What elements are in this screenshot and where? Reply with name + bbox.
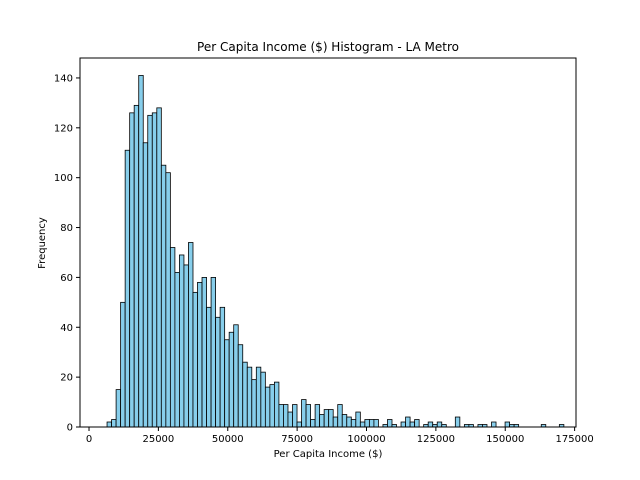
histogram-bar [174,272,180,428]
y-tick-label: 100 [54,173,73,184]
histogram-bar [296,421,302,428]
histogram-bar [160,164,167,428]
x-tick-label: 100000 [347,434,385,445]
histogram-bar [305,404,311,428]
histogram-bar [287,411,293,428]
y-tick-label: 140 [54,73,73,84]
histogram-bar [192,291,198,428]
histogram-bar [133,104,140,428]
y-tick-label: 0 [67,423,73,434]
y-tick-label: 120 [54,123,73,134]
histogram-bar [237,344,244,428]
histogram-bar [355,411,361,428]
histogram-bar [124,149,131,428]
plot-frame [79,57,577,428]
histogram-bar [323,409,330,428]
x-tick-label: 175000 [556,434,594,445]
y-tick-label: 40 [60,323,73,334]
histogram-bar [188,242,194,428]
histogram-bar [138,75,144,428]
histogram-bar [197,281,203,428]
histogram-bar [283,404,289,428]
x-axis-label: Per Capita Income ($) [274,449,383,460]
histogram-bar [219,306,226,428]
histogram-bar [368,419,375,428]
histogram-bar [210,277,217,428]
histogram-bar [359,421,366,428]
histogram-bar [278,404,284,428]
histogram-bar [120,301,126,428]
y-tick-label: 80 [60,223,73,234]
x-tick-label: 25000 [142,434,174,445]
histogram-bar [142,142,149,428]
chart-title: Per Capita Income ($) Histogram - LA Met… [197,40,459,54]
histogram-bar [201,277,207,428]
histogram-bar [301,399,307,428]
histogram-bar [436,421,443,428]
histogram-bar [364,419,370,428]
histogram-bar [156,107,162,428]
histogram-bar [292,404,298,428]
histogram-bar [273,381,280,428]
x-tick-label: 125000 [417,434,455,445]
histogram-bar [224,339,230,428]
histogram-bar [319,414,325,428]
histogram-bar [405,416,411,428]
histogram-bar [106,421,112,428]
histogram-bar [246,366,253,428]
histogram-bar [332,416,339,428]
histogram-bar [427,421,434,428]
histogram-bar [147,114,153,428]
histogram-bar [151,112,158,428]
histogram-bar [314,404,321,428]
histogram-bar [337,404,343,428]
histogram-bar [206,306,212,428]
histogram-bar [269,384,275,428]
histogram-bar [346,416,352,428]
y-tick-label: 20 [60,373,73,384]
histogram-bar [328,409,334,428]
y-tick-label: 60 [60,273,73,284]
histogram-bar [183,264,189,428]
y-axis-label: Frequency [37,217,48,269]
histogram-bar [255,366,262,428]
histogram-bar [373,419,379,428]
y-axis-ticks: 0 20 40 60 80 100 120 140 [54,73,80,434]
histogram-bar [350,419,357,428]
histogram-bar [179,254,185,428]
x-tick-label: 50000 [212,434,244,445]
x-tick-label: 0 [86,434,92,445]
x-axis-ticks: 0 25000 50000 75000 100000 125000 150000 175000 [86,427,594,445]
histogram-bar [111,419,117,428]
histogram-bar [260,371,266,428]
histogram-bar [504,421,510,428]
histogram-bar [409,421,416,428]
histogram-bar [341,414,348,428]
histogram-bar [129,112,135,428]
histogram-bar [387,419,393,428]
histogram-bar [400,421,406,428]
histogram-bar [310,419,316,428]
histogram-bar [251,379,257,428]
x-tick-label: 150000 [486,434,524,445]
x-tick-label: 75000 [281,434,313,445]
histogram-bar [454,416,461,428]
histogram-bar [215,316,221,428]
histogram-bar [264,386,271,428]
histogram-bar [242,361,248,428]
histogram-bar [228,331,235,428]
histogram-bar [491,421,497,428]
histogram-bar [165,172,171,428]
histogram-bar [414,419,420,428]
histogram-bar [233,324,239,428]
histogram-bar [115,389,122,428]
histogram-bar [169,247,176,428]
